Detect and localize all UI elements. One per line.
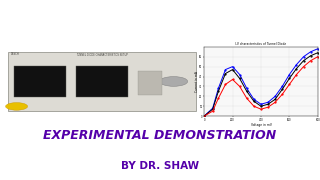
Circle shape <box>160 77 188 86</box>
Text: TUNNEL DIODE CHARACTERISTICS SETUP: TUNNEL DIODE CHARACTERISTICS SETUP <box>76 53 128 57</box>
Bar <box>8 52 196 111</box>
Bar <box>76 66 128 97</box>
Y-axis label: Current in mA: Current in mA <box>195 71 198 92</box>
Title: I-V characteristics of Tunnel Diode: I-V characteristics of Tunnel Diode <box>235 42 287 46</box>
Circle shape <box>0 5 139 42</box>
Text: I-V characteristics of Tunnel Diode: I-V characteristics of Tunnel Diode <box>54 18 311 31</box>
Bar <box>138 71 162 95</box>
Text: EXPERIMENTAL DEMONSTRATION: EXPERIMENTAL DEMONSTRATION <box>44 129 276 142</box>
Text: BY DR. SHAW: BY DR. SHAW <box>121 161 199 171</box>
X-axis label: Voltage in mV: Voltage in mV <box>251 123 271 127</box>
Circle shape <box>6 103 28 110</box>
Text: DESCH: DESCH <box>11 52 20 56</box>
Bar <box>13 66 66 97</box>
